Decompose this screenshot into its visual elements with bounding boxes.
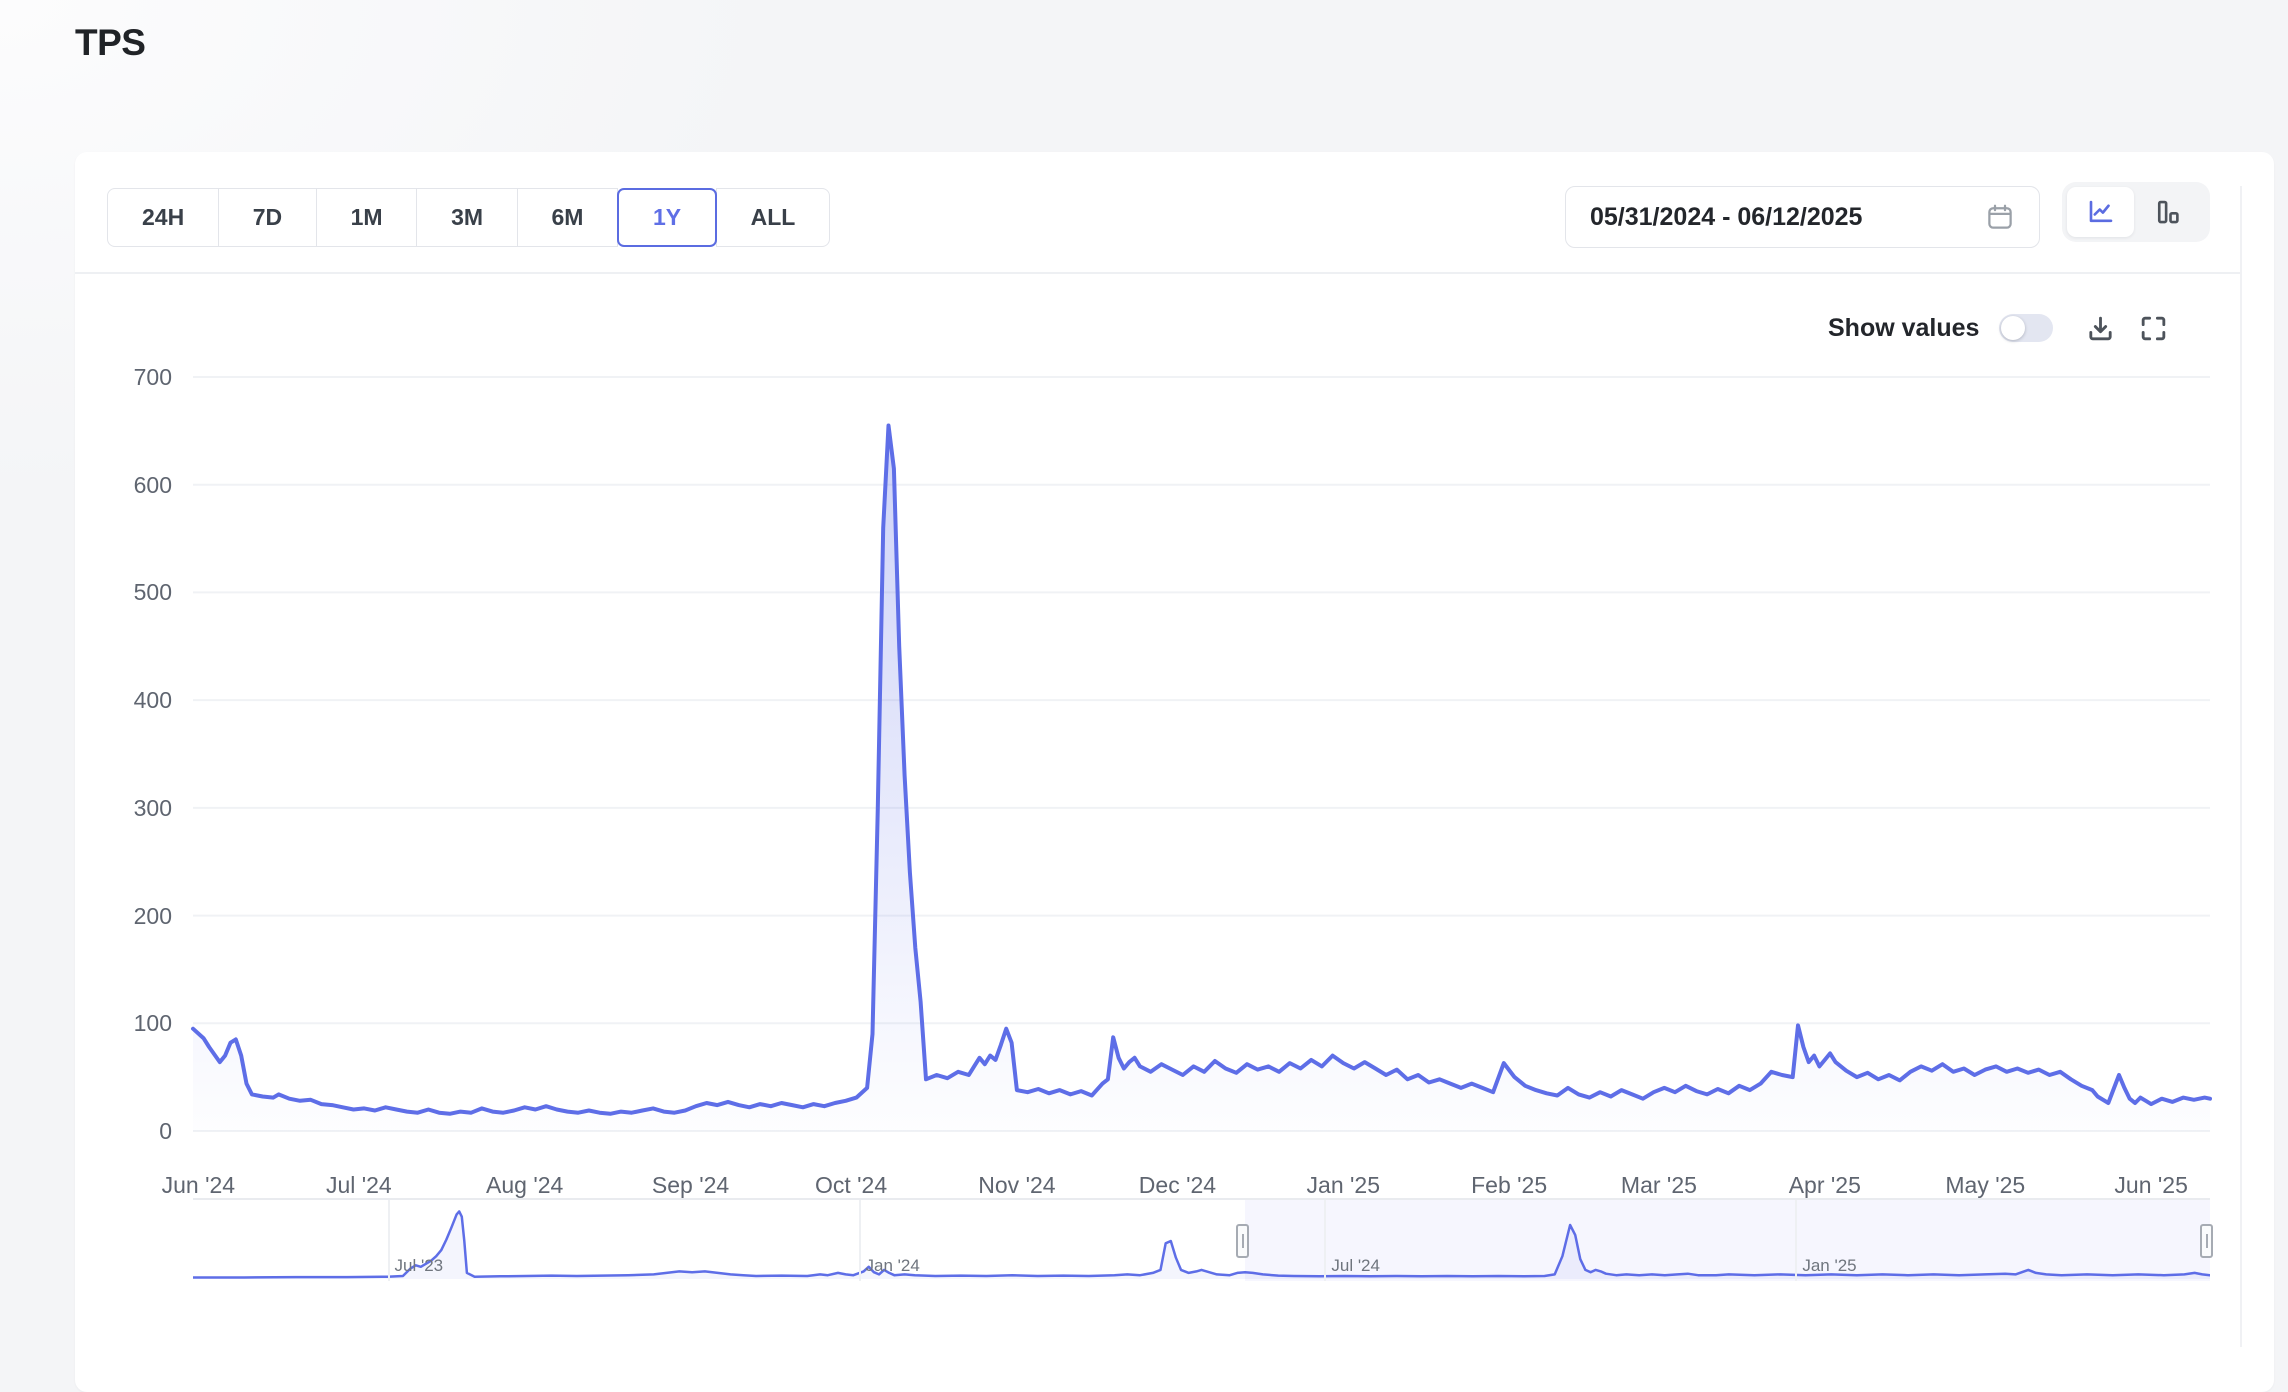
range-button-all[interactable]: ALL xyxy=(715,188,831,247)
line-chart-type-button[interactable] xyxy=(2067,187,2134,237)
minimap-gridline xyxy=(387,1200,390,1281)
minimap-gridline xyxy=(1795,1200,1798,1281)
x-axis-label: Feb '25 xyxy=(1471,1172,1548,1198)
y-axis-label: 500 xyxy=(133,579,172,606)
y-axis-label: 300 xyxy=(133,794,172,821)
range-button-1y[interactable]: 1Y xyxy=(616,188,718,247)
fullscreen-icon[interactable] xyxy=(2138,313,2169,344)
x-axis-label: Sep '24 xyxy=(651,1172,730,1198)
x-axis-label: Oct '24 xyxy=(814,1172,888,1198)
toggle-knob xyxy=(2001,316,2026,340)
minimap-gridline xyxy=(1324,1200,1327,1281)
x-axis-label: Jun '24 xyxy=(161,1172,236,1198)
minimap[interactable]: Jul '23 Jan '24 Jul '24 Jan '25 xyxy=(193,1198,2213,1281)
minimap-line xyxy=(193,1210,2210,1279)
range-button-1m[interactable]: 1M xyxy=(315,188,418,247)
y-axis-label: 100 xyxy=(133,1010,172,1037)
x-axis-label: Jan '25 xyxy=(1306,1172,1380,1198)
date-range-value: 05/31/2024 - 06/12/2025 xyxy=(1590,202,1863,231)
y-axis-label: 0 xyxy=(159,1118,172,1144)
range-buttons: 24H 7D 1M 3M 6M 1Y ALL xyxy=(107,188,831,247)
x-axis-label: Mar '25 xyxy=(1620,1172,1697,1198)
handle-grip xyxy=(2205,1234,2208,1248)
minimap-axis-label: Jan '24 xyxy=(865,1256,920,1275)
download-icon[interactable] xyxy=(2085,313,2116,344)
y-axis-label: 400 xyxy=(133,687,172,714)
bar-chart-icon xyxy=(2157,200,2179,224)
minimap-selection[interactable] xyxy=(1245,1200,2210,1281)
y-axis-label: 700 xyxy=(133,364,172,390)
range-button-24h[interactable]: 24H xyxy=(107,188,220,247)
y-axis-label: 200 xyxy=(133,902,172,929)
minimap-axis-label: Jul '23 xyxy=(394,1256,444,1275)
x-axis-label: Nov '24 xyxy=(978,1172,1056,1198)
chart-type-switcher xyxy=(2062,182,2210,242)
x-axis-label: May '25 xyxy=(1945,1172,2026,1198)
line-chart-icon xyxy=(2089,200,2112,223)
range-button-6m[interactable]: 6M xyxy=(516,188,619,247)
chart-controls: Show values xyxy=(1828,308,2169,348)
x-axis-label: Jun '25 xyxy=(2114,1172,2188,1198)
page-title: TPS xyxy=(75,22,146,63)
minimap-axis-label: Jul '24 xyxy=(1331,1256,1380,1275)
minimap-gridline xyxy=(858,1200,861,1281)
panel-divider xyxy=(2240,186,2242,1347)
handle-grip xyxy=(1241,1234,1244,1248)
minimap-axis-label: Jan '25 xyxy=(1802,1256,1857,1275)
minimap-left-handle[interactable] xyxy=(1236,1224,1249,1258)
y-axis-label: 600 xyxy=(133,471,172,498)
range-button-7d[interactable]: 7D xyxy=(217,188,318,247)
toolbar-divider xyxy=(75,272,2241,274)
bar-chart-type-button[interactable] xyxy=(2134,187,2201,237)
x-axis-label: Jul '24 xyxy=(325,1172,392,1198)
calendar-icon xyxy=(1988,204,2012,229)
x-axis-label: Aug '24 xyxy=(486,1172,564,1198)
minimap-right-handle[interactable] xyxy=(2200,1224,2213,1258)
x-axis-label: Apr '25 xyxy=(1788,1172,1861,1198)
x-axis-label: Dec '24 xyxy=(1138,1172,1217,1198)
show-values-label: Show values xyxy=(1828,313,1980,342)
date-range-picker[interactable]: 05/31/2024 - 06/12/2025 xyxy=(1565,186,2040,248)
show-values-toggle[interactable] xyxy=(1999,314,2054,342)
range-button-3m[interactable]: 3M xyxy=(416,188,519,247)
